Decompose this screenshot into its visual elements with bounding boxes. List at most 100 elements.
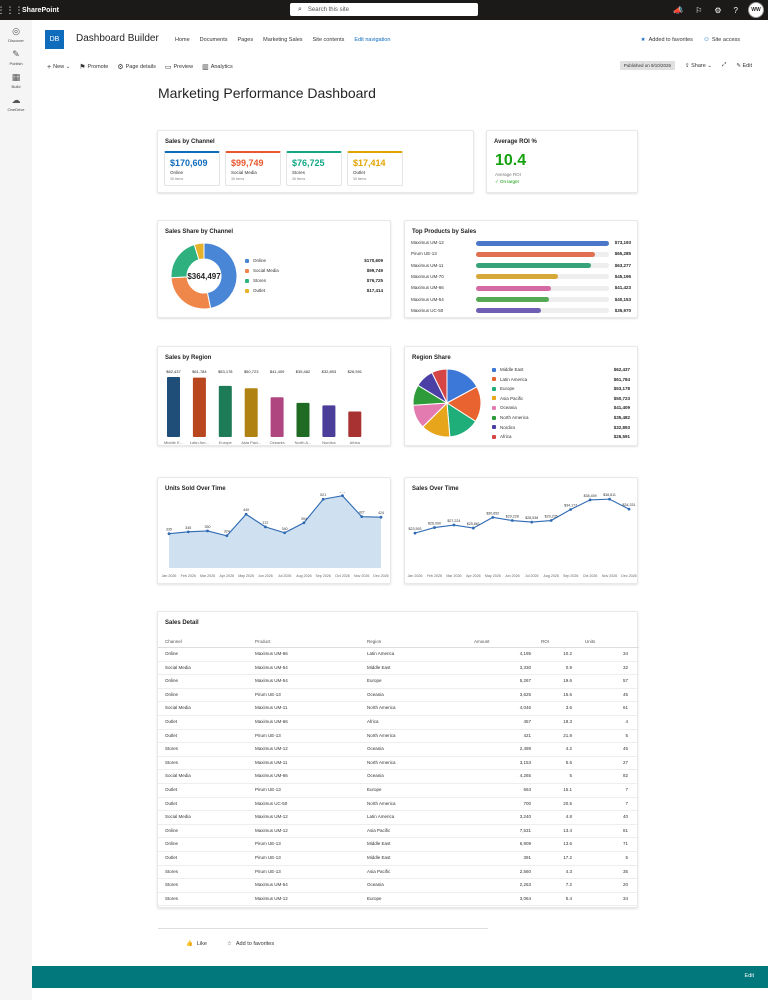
gear-icon[interactable]: ⚙ [714,5,722,15]
legend-item[interactable]: Africa [492,434,512,439]
table-cell: Stores [165,868,179,874]
col-units[interactable]: Units [585,639,596,644]
table-row[interactable]: Stores Maximus UM-11 North America 3,153 5.6… [158,757,639,771]
legend-item[interactable]: Latin America [492,377,527,382]
table-cell: 0.9 [565,664,572,670]
table-row[interactable]: Outlet Pirum UE-13 North America 421 21.8 5 [158,730,639,744]
region-bar [244,388,258,437]
legend-item[interactable]: Nordics [492,425,515,430]
legend-item[interactable]: Europe [492,386,515,391]
legend-item[interactable]: North America [492,415,529,420]
appbar-publish[interactable]: ✎ Publish [0,43,32,66]
table-row[interactable]: Social Media Maximus UM-11 North America 4,… [158,702,639,716]
table-row[interactable]: Online Maximus UM-12 Asia Pacific 7,531 13.4… [158,825,639,839]
roi-label: Average ROI [495,172,521,177]
notifications-icon[interactable]: ⚐ [695,5,703,15]
product-bar [476,240,609,246]
kpi-tile-social-media[interactable]: $99,749 Social Media 36 items [225,151,281,186]
table-row[interactable]: Stores Maximus UM-12 Europe 3,064 5.4 34 [158,893,639,907]
card-title: Region Share [412,355,451,361]
appbar-build[interactable]: ▦ Build [0,66,32,89]
help-icon[interactable]: ? [733,5,738,15]
appbar-discover[interactable]: ◎ Discover [0,20,32,43]
product-bar-track[interactable] [476,285,609,291]
site-title[interactable]: Dashboard Builder [76,33,159,44]
add-to-favorites-button[interactable]: ☆ Add to favorites [227,941,274,947]
nav-home[interactable]: Home [175,37,190,43]
nav-edit-navigation[interactable]: Edit navigation [354,37,391,43]
legend-item[interactable]: Asia Pacific [492,396,523,401]
product-bar-track[interactable] [476,263,609,269]
col-roi[interactable]: ROI [541,639,550,644]
point-data-label: 324 [224,530,230,534]
kpi-tile-stores[interactable]: $76,725 Stores 36 items [286,151,342,186]
sales-by-region-card: Sales by Region $62,437 Middle E... $61,78… [157,346,391,446]
promote-button[interactable]: ⚑ Promote [79,63,108,71]
table-row[interactable]: Social Media Maximus UM-12 Latin America 3,… [158,811,639,825]
like-button[interactable]: 👍 Like [186,941,207,947]
x-tick-label: Jan 2026 [162,574,177,578]
site-logo[interactable]: DB [45,30,64,49]
edit-button[interactable]: ✎ Edit [736,63,752,69]
table-body[interactable]: Online Maximus UM-66 Latin America 4,195 10.… [158,648,639,909]
avatar[interactable]: WW [748,2,764,18]
app-launcher-icon[interactable]: ⋮⋮⋮ [0,4,24,15]
table-row[interactable]: Outlet Maximus UM-66 Africa 457 18.3 4 [158,716,639,730]
product-bar-track[interactable] [476,308,609,314]
nav-site-contents[interactable]: Site contents [312,37,345,43]
nav-documents[interactable]: Documents [199,37,228,43]
product-bar-track[interactable] [476,297,609,302]
brand-name[interactable]: SharePoint [22,6,59,14]
legend-item[interactable]: Social Media [245,268,279,273]
megaphone-icon[interactable]: 📣 [673,5,684,15]
page-details-button[interactable]: ⚙ Page details [117,63,156,71]
product-label: Maximus UM-11 [411,262,444,268]
expand-icon[interactable]: ⤢ [721,62,727,68]
legend-item[interactable]: Middle East [492,367,524,372]
legend-label: Social Media [253,268,279,273]
table-row[interactable]: Stores Pirum UE-13 Asia Pacific 2,560 4.3 35 [158,866,639,880]
legend-item[interactable]: Online [245,258,266,263]
col-product[interactable]: Product [255,639,271,644]
table-row[interactable]: Online Maximus UM-66 Latin America 4,195 10.… [158,648,639,662]
product-bar-track[interactable] [476,274,609,280]
col-channel[interactable]: Channel [165,639,182,644]
table-row[interactable]: Stores Maximus UM-12 Oceania 2,499 4.2 45 [158,743,639,757]
new-button[interactable]: + New ⌄ [47,64,70,71]
kpi-tile-online[interactable]: $170,609 Online 36 items [164,151,220,186]
col-amount[interactable]: Amount [474,639,490,644]
region-bar [296,402,310,437]
search-input[interactable]: ⌕ Search this site [290,3,478,16]
appbar-onedrive[interactable]: ☁ OneDrive [0,89,32,112]
product-bar-track[interactable] [476,240,609,246]
legend-item[interactable]: Outlet [245,288,265,293]
table-row[interactable]: Outlet Pirum UE-13 Europe 663 15.1 7 [158,784,639,798]
nav-pages[interactable]: Pages [237,37,254,43]
table-row[interactable]: Outlet Maximus UC-50 North America 700 20.5 7 [158,798,639,812]
table-row[interactable]: Stores Maximus UM-54 Oceania 2,263 7.2 20 [158,879,639,893]
table-row[interactable]: Online Pirum UE-13 Middle East 6,909 13.6 71 [158,838,639,852]
gear-icon: ⚙ [117,64,124,71]
favorites-button[interactable]: ★ Added to favorites [641,37,693,43]
kpi-label: Social Media [231,170,257,175]
legend-label: Outlet [253,288,266,293]
legend-item[interactable]: Stores [245,278,266,283]
table-row[interactable]: Online Pirum UE-13 Oceania 3,625 15.6 45 [158,689,639,703]
preview-button[interactable]: ▭ Preview [165,63,193,71]
table-row[interactable]: Online Maximus UM-54 Europe 5,267 19.6 57 [158,675,639,689]
table-cell: 2,560 [519,868,531,874]
col-region[interactable]: Region [367,639,382,644]
site-access-button[interactable]: ⚇ Site access [704,37,740,43]
table-row[interactable]: Outlet Pirum UE-13 Middle East 391 17.2 5 [158,852,639,866]
data-point [569,508,573,511]
legend-label: Stores [253,278,267,283]
edit-bar-button[interactable]: Edit [744,973,754,979]
share-button[interactable]: ⇪ Share ⌄ [685,63,712,69]
nav-marketing-sales[interactable]: Marketing Sales [263,37,303,43]
kpi-tile-outlet[interactable]: $17,414 Outlet 36 items [347,151,403,186]
table-row[interactable]: Social Media Maximus UM-54 Middle East 3,33… [158,662,639,676]
product-bar-track[interactable] [476,251,609,257]
analytics-button[interactable]: ▥ Analytics [202,63,233,71]
legend-item[interactable]: Oceania [492,405,517,410]
table-row[interactable]: Social Media Maximus UM-66 Oceania 4,265 5 82 [158,770,639,784]
